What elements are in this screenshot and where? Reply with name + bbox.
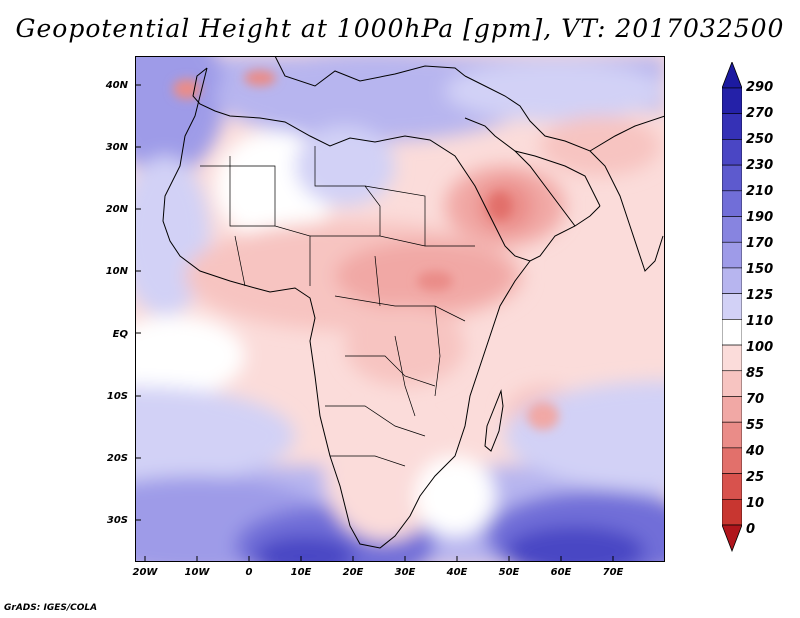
lon-label-10e: 10E (290, 567, 312, 578)
lat-label-20s: 20S (106, 453, 128, 464)
colorbar-label-110: 110 (746, 314, 774, 329)
lat-label-10s: 10S (106, 391, 128, 402)
lon-label-60e: 60E (550, 567, 572, 578)
axis-ticks (135, 84, 614, 562)
grads-credit: GrADS: IGES/COLA (4, 603, 98, 613)
colorbar-label-100: 100 (746, 340, 774, 355)
map-title: Geopotential Height at 1000hPa [gpm], VT… (15, 14, 785, 43)
coastlines (162, 56, 665, 549)
colorbar-label-10: 10 (746, 496, 765, 511)
geopotential-field (135, 56, 665, 562)
lat-label-40n: 40N (105, 80, 128, 91)
colorbar-label-0: 0 (746, 522, 756, 537)
colorbar-label-230: 230 (746, 158, 774, 173)
colorbar-label-270: 270 (746, 106, 774, 121)
colorbar-label-85: 85 (746, 366, 765, 381)
colorbar-label-125: 125 (746, 288, 774, 303)
colorbar (722, 62, 742, 552)
colorbar-band (722, 344, 742, 372)
lon-label-70e: 70E (602, 567, 624, 578)
colorbar-band (722, 447, 742, 474)
colorbar-band (722, 113, 742, 140)
colorbar-band (722, 139, 742, 166)
lat-label-30n: 30N (105, 142, 128, 153)
colorbar-label-25: 25 (746, 470, 765, 485)
lon-label-20w: 20W (132, 567, 158, 578)
lat-label-30s: 30S (106, 515, 128, 526)
colorbar-band (722, 241, 742, 269)
colorbar-label-190: 190 (746, 210, 774, 225)
colorbar-label-170: 170 (746, 236, 774, 251)
colorbar-label-250: 250 (746, 132, 774, 147)
lon-label-10w: 10W (184, 567, 210, 578)
colorbar-label-150: 150 (746, 262, 774, 277)
colorbar-band (722, 164, 742, 192)
colorbar-label-70: 70 (746, 392, 765, 407)
lon-label-20e: 20E (342, 567, 364, 578)
lat-label-eq: EQ (112, 329, 128, 340)
colorbar-band (722, 396, 742, 423)
country-borders (200, 146, 475, 467)
colorbar-band (722, 216, 742, 243)
lon-label-0: 0 (245, 567, 253, 578)
colorbar-band (722, 498, 742, 526)
map-plot-area (135, 56, 665, 562)
colorbar-label-210: 210 (746, 184, 774, 199)
colorbar-top-arrow (722, 62, 742, 89)
colorbar-label-40: 40 (746, 444, 765, 459)
lat-label-20n: 20N (105, 204, 128, 215)
lon-label-40e: 40E (446, 567, 468, 578)
colorbar-band (722, 293, 742, 320)
colorbar-band (722, 87, 742, 115)
lon-label-30e: 30E (394, 567, 416, 578)
colorbar-band (722, 421, 742, 449)
colorbar-band (722, 190, 742, 217)
colorbar-band (722, 267, 742, 294)
lon-label-50e: 50E (498, 567, 520, 578)
colorbar-label-55: 55 (746, 418, 765, 433)
colorbar-band (722, 319, 742, 346)
lat-label-10n: 10N (105, 266, 128, 277)
map-svg (135, 56, 665, 562)
colorbar-bottom-arrow (722, 524, 742, 552)
colorbar-band (722, 370, 742, 397)
colorbar-label-290: 290 (746, 80, 774, 95)
colorbar-band (722, 473, 742, 500)
